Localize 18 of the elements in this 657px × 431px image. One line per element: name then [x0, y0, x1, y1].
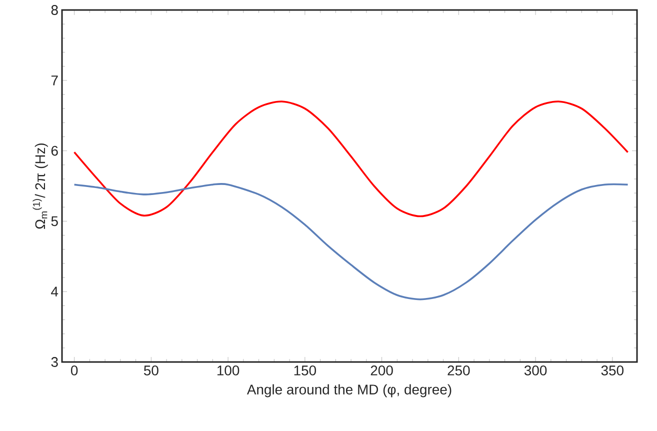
y-axis-title: Ω$_{m}$$^{(1)}$/ 2π (Hz)	[32, 143, 48, 229]
x-tick-label: 150	[294, 366, 316, 376]
x-tick-label: 250	[448, 366, 470, 376]
line-series	[73, 100, 629, 218]
y-tick-label: 5	[51, 216, 58, 226]
x-tick-label: 0	[70, 366, 78, 376]
y-tick-label: 3	[51, 357, 58, 367]
x-axis-title: Angle around the MD (φ, degree)	[246, 384, 452, 398]
y-tick-label: 6	[51, 146, 58, 156]
line-series	[73, 183, 629, 300]
x-tick-label: 350	[601, 366, 624, 376]
x-tick-label: 200	[370, 366, 393, 376]
x-tick-label: 50	[144, 366, 158, 376]
y-tick-label: 7	[51, 76, 58, 86]
x-tick-label: 100	[217, 366, 240, 376]
y-tick-label: 4	[51, 286, 58, 296]
y-tick-label: 8	[51, 5, 58, 15]
x-tick-label: 300	[524, 366, 547, 376]
